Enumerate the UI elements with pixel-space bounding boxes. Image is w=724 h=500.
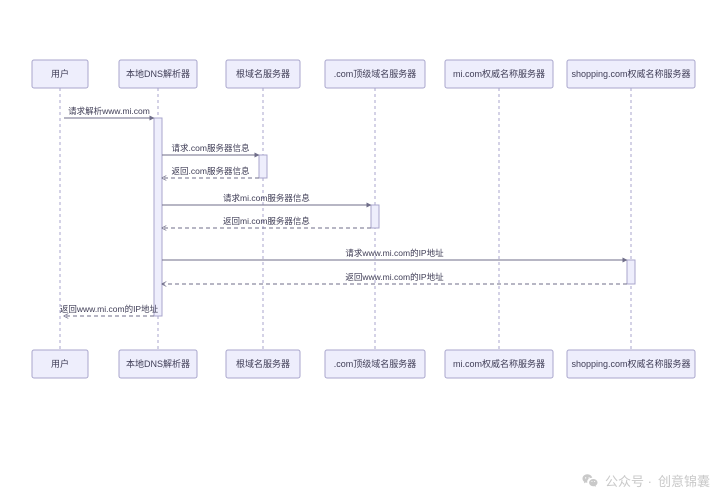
participant-label: .com顶级域名服务器 bbox=[334, 358, 417, 369]
participant-label: 用户 bbox=[51, 68, 69, 79]
message-label: 请求解析www.mi.com bbox=[68, 106, 150, 116]
message-label: 请求www.mi.com的IP地址 bbox=[345, 248, 444, 258]
participant-label: 本地DNS解析器 bbox=[126, 68, 190, 79]
message-label: 返回.com服务器信息 bbox=[172, 166, 250, 176]
wechat-icon bbox=[581, 472, 599, 490]
message-label: 返回mi.com服务器信息 bbox=[223, 216, 310, 226]
watermark: 公众号 · 创意锦囊 bbox=[581, 471, 710, 490]
sequence-diagram: 请求解析www.mi.com 请求.com服务器信息返回.com服务器信息请求mi… bbox=[0, 0, 724, 500]
participant-label: mi.com权威名称服务器 bbox=[453, 68, 545, 79]
participant-label: shopping.com权威名称服务器 bbox=[571, 68, 690, 79]
participant-label: mi.com权威名称服务器 bbox=[453, 358, 545, 369]
participant-label: .com顶级域名服务器 bbox=[334, 68, 417, 79]
message-label: 返回www.mi.com的IP地址 bbox=[345, 272, 444, 282]
participant-label: 根域名服务器 bbox=[236, 68, 290, 79]
participant-label: shopping.com权威名称服务器 bbox=[571, 358, 690, 369]
watermark-prefix: 公众号 · bbox=[605, 471, 652, 490]
message-label: 请求.com服务器信息 bbox=[172, 143, 250, 153]
message-label: 请求mi.com服务器信息 bbox=[223, 193, 310, 203]
participant-label: 根域名服务器 bbox=[236, 358, 290, 369]
participant-label: 用户 bbox=[51, 358, 69, 369]
message-label: 返回www.mi.com的IP地址 bbox=[60, 304, 159, 314]
watermark-name: 创意锦囊 bbox=[658, 471, 710, 490]
participant-label: 本地DNS解析器 bbox=[126, 358, 190, 369]
